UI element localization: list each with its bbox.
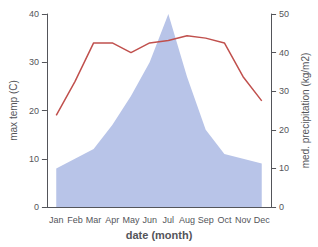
- svg-text:Jan: Jan: [49, 215, 64, 225]
- svg-text:0: 0: [279, 202, 284, 212]
- svg-text:Aug: Aug: [179, 215, 195, 225]
- svg-text:0: 0: [34, 202, 39, 212]
- svg-text:med. precipitation (kg/m2): med. precipitation (kg/m2): [300, 53, 311, 169]
- svg-text:date (month): date (month): [126, 229, 193, 241]
- svg-text:10: 10: [279, 163, 289, 173]
- svg-text:20: 20: [29, 106, 39, 116]
- svg-text:Oct: Oct: [217, 215, 232, 225]
- svg-text:Jul: Jul: [163, 215, 175, 225]
- svg-text:Mar: Mar: [86, 215, 102, 225]
- svg-text:Sep: Sep: [198, 215, 214, 225]
- svg-text:Nov: Nov: [235, 215, 252, 225]
- svg-text:20: 20: [279, 125, 289, 135]
- svg-text:30: 30: [279, 86, 289, 96]
- svg-text:40: 40: [29, 9, 39, 19]
- svg-text:40: 40: [279, 48, 289, 58]
- svg-text:May: May: [122, 215, 140, 225]
- svg-text:Dec: Dec: [254, 215, 271, 225]
- svg-text:30: 30: [29, 57, 39, 67]
- svg-text:max temp (C): max temp (C): [8, 80, 19, 141]
- svg-text:Feb: Feb: [67, 215, 83, 225]
- svg-text:50: 50: [279, 9, 289, 19]
- svg-text:10: 10: [29, 154, 39, 164]
- svg-text:Apr: Apr: [105, 215, 119, 225]
- svg-text:Jun: Jun: [142, 215, 157, 225]
